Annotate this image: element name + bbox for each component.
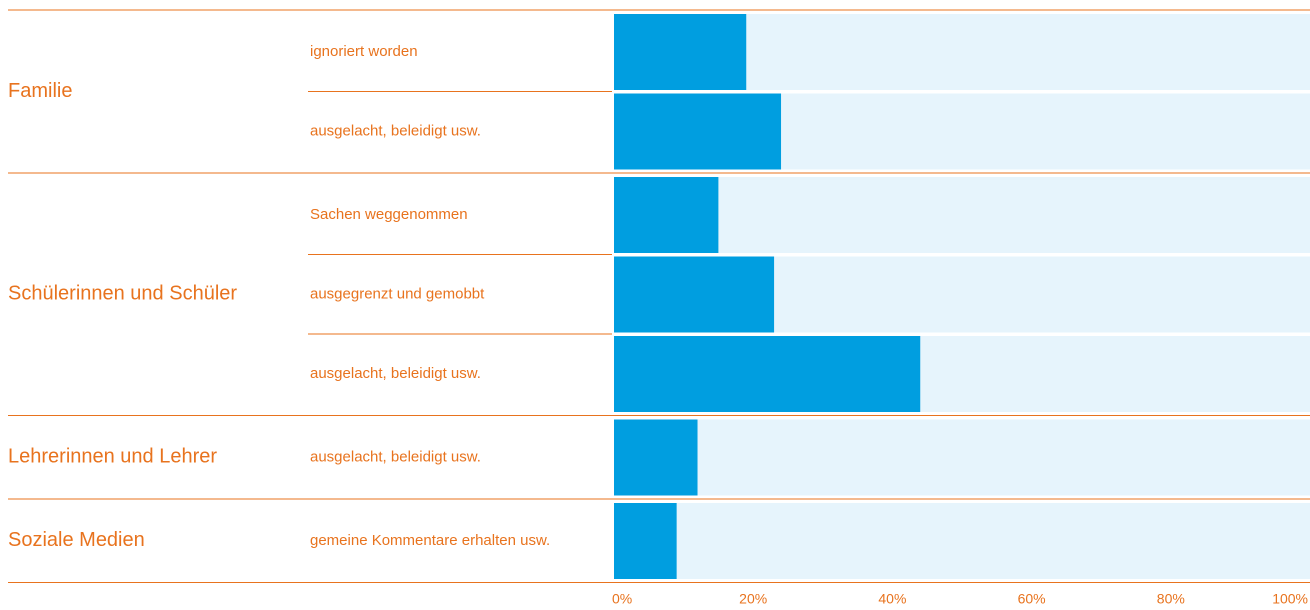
- group-label: Familie: [8, 80, 72, 102]
- x-tick-label: 60%: [1018, 591, 1046, 607]
- category-label: ausgegrenzt und gemobbt: [310, 285, 485, 302]
- group-label: Schülerinnen und Schüler: [8, 283, 237, 305]
- category-label: ignoriert worden: [310, 43, 418, 60]
- bar: [614, 14, 747, 90]
- bar: [614, 177, 719, 253]
- bar-track: [614, 177, 1310, 253]
- category-label: gemeine Kommentare erhalten usw.: [310, 532, 550, 549]
- bar: [614, 503, 677, 579]
- category-label: Sachen weggenommen: [310, 206, 468, 223]
- x-tick-label: 80%: [1157, 591, 1185, 607]
- bar: [614, 336, 921, 412]
- bar: [614, 256, 775, 333]
- bar-track: [614, 419, 1310, 496]
- x-tick-label: 100%: [1272, 591, 1308, 607]
- category-label: ausgelacht, beleidigt usw.: [310, 365, 481, 382]
- category-label: ausgelacht, beleidigt usw.: [310, 448, 481, 465]
- bar: [614, 419, 698, 496]
- x-tick-label: 20%: [739, 591, 767, 607]
- x-tick-label: 0%: [612, 591, 632, 607]
- x-tick-label: 40%: [878, 591, 906, 607]
- bar: [614, 93, 782, 170]
- bar-track: [614, 503, 1310, 579]
- group-label: Soziale Medien: [8, 529, 145, 551]
- category-label: ausgelacht, beleidigt usw.: [310, 122, 481, 139]
- group-label: Lehrerinnen und Lehrer: [8, 446, 217, 468]
